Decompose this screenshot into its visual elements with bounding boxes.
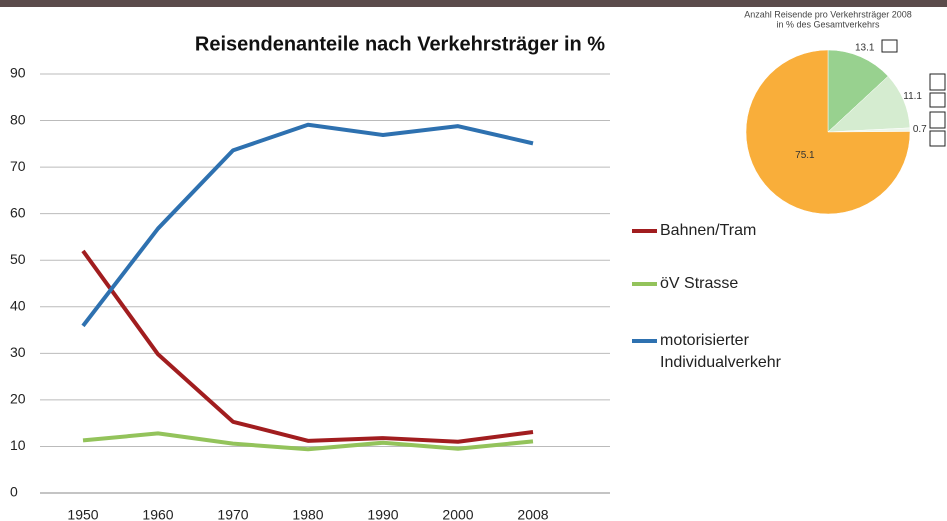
chart-title: Reisendenanteile nach Verkehrsträger in … (195, 33, 605, 55)
y-tick-label: 40 (10, 297, 26, 313)
data-label: 0.7 (913, 124, 927, 135)
y-tick-label: 50 (10, 251, 26, 267)
pie-icons (881, 39, 946, 147)
x-tick-label: 1950 (67, 507, 98, 521)
icon (881, 39, 898, 53)
pie-title: Anzahl Reisende pro Verkehrsträger 2008 (744, 9, 912, 19)
y-tick-label: 60 (10, 204, 26, 220)
series-line (82, 431, 534, 452)
icon (929, 92, 946, 108)
legend-label: öV Strasse (660, 275, 739, 292)
legend-label: Bahnen/Tram (660, 222, 757, 239)
top-bar (0, 0, 947, 7)
y-tick-label: 70 (10, 158, 26, 174)
x-tick-label: 1980 (292, 507, 323, 521)
icon (929, 73, 946, 91)
pie-slice (827, 49, 889, 133)
data-label: 11.1 (903, 91, 922, 102)
series-line (81, 249, 534, 444)
icon (929, 111, 946, 129)
x-tick-label: 2000 (442, 507, 473, 521)
y-tick-label: 0 (10, 484, 18, 500)
data-label: 75.1 (795, 150, 815, 161)
y-tick-label: 10 (10, 437, 26, 453)
y-tick-label: 80 (10, 111, 26, 127)
x-tick-label: 1990 (367, 507, 398, 521)
pie-subtitle: in % des Gesamtverkehrs (776, 19, 880, 29)
data-label: 13.1 (855, 42, 875, 53)
y-tick-label: 20 (10, 391, 26, 407)
series-line (81, 122, 534, 328)
legend-label: motorisierter Individualverkehr (660, 332, 781, 371)
y-tick-label: 30 (10, 344, 26, 360)
y-tick-label: 90 (10, 65, 26, 81)
x-tick-label: 1960 (142, 507, 173, 521)
x-tick-label: 2008 (517, 507, 548, 521)
pie-slice (745, 49, 911, 215)
icon (929, 130, 946, 147)
x-tick-label: 1970 (217, 507, 248, 521)
